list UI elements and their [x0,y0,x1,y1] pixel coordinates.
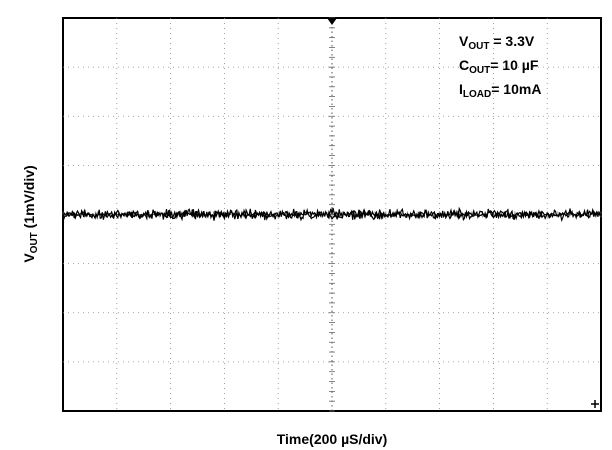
annotation-vout: VOUT = 3.3V [459,33,535,52]
trigger-marker-icon [327,18,337,25]
annotation-cout: COUT= 10 µF [459,57,539,76]
trace-group [62,206,602,223]
position-marker-icon [591,400,599,408]
y-axis-label: VOUT (1mV/div) [21,165,40,262]
signal-trace-persistence [62,207,602,222]
x-axis-label: Time(200 µS/div) [277,431,388,447]
annotation-iload: ILOAD= 10mA [459,81,541,100]
markers [327,18,599,408]
annotation-box: VOUT = 3.3V COUT= 10 µF ILOAD= 10mA [459,33,541,100]
